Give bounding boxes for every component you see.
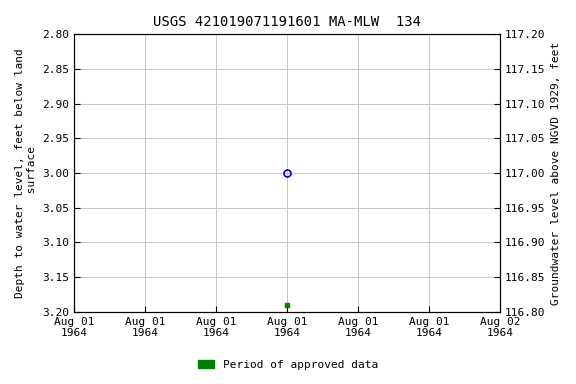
Legend: Period of approved data: Period of approved data bbox=[193, 356, 383, 375]
Y-axis label: Groundwater level above NGVD 1929, feet: Groundwater level above NGVD 1929, feet bbox=[551, 41, 561, 305]
Y-axis label: Depth to water level, feet below land
 surface: Depth to water level, feet below land su… bbox=[15, 48, 37, 298]
Title: USGS 421019071191601 MA-MLW  134: USGS 421019071191601 MA-MLW 134 bbox=[153, 15, 421, 29]
